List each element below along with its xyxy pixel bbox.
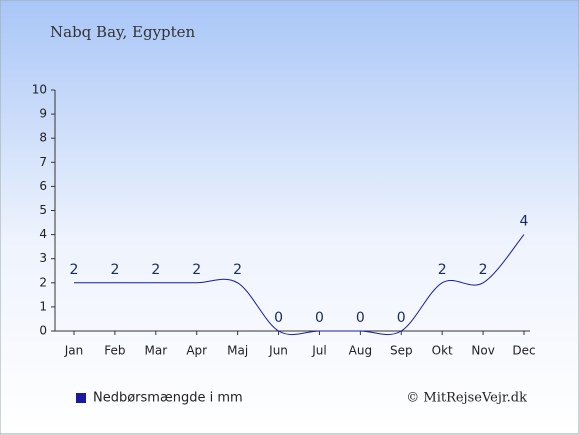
x-tick-label: Jan <box>64 344 84 358</box>
y-tick-label: 5 <box>39 203 47 217</box>
x-tick-label: Apr <box>186 344 207 358</box>
credit: © MitRejseVejr.dk <box>406 391 527 406</box>
data-label: 0 <box>397 310 406 326</box>
y-tick-label: 3 <box>39 251 47 265</box>
y-tick-label: 6 <box>39 179 47 193</box>
y-tick-label: 8 <box>39 131 47 145</box>
x-tick-label: Feb <box>104 344 125 358</box>
data-label: 2 <box>233 262 242 278</box>
x-tick-label: Jul <box>311 344 326 358</box>
x-tick-label: Nov <box>471 344 494 358</box>
x-tick-label: Sep <box>390 344 413 358</box>
x-tick-label: Jun <box>268 344 288 358</box>
y-tick-label: 10 <box>32 83 47 97</box>
x-tick-label: Mar <box>144 344 167 358</box>
x-tick-label: Maj <box>227 344 248 358</box>
legend-swatch <box>76 393 86 403</box>
data-label: 0 <box>356 310 365 326</box>
data-label: 2 <box>438 262 447 278</box>
y-tick-label: 4 <box>39 227 47 241</box>
y-tick-label: 0 <box>39 324 47 338</box>
legend-label: Nedbørsmængde i mm <box>93 391 243 406</box>
x-tick-label: Okt <box>432 344 453 358</box>
x-tick-label: Dec <box>512 344 535 358</box>
data-label: 2 <box>151 262 160 278</box>
y-tick-label: 7 <box>39 155 47 169</box>
data-label: 2 <box>70 262 79 278</box>
data-label: 2 <box>192 262 201 278</box>
data-label: 0 <box>274 310 283 326</box>
data-label: 2 <box>110 262 119 278</box>
data-label: 4 <box>520 214 529 230</box>
data-label: 0 <box>315 310 324 326</box>
x-tick-label: Aug <box>349 344 372 358</box>
y-tick-label: 9 <box>39 107 47 121</box>
y-tick-label: 1 <box>39 299 47 313</box>
line <box>73 234 525 336</box>
chart-title: Nabq Bay, Egypten <box>50 23 196 41</box>
y-tick-label: 2 <box>39 275 47 289</box>
data-label: 2 <box>479 262 488 278</box>
